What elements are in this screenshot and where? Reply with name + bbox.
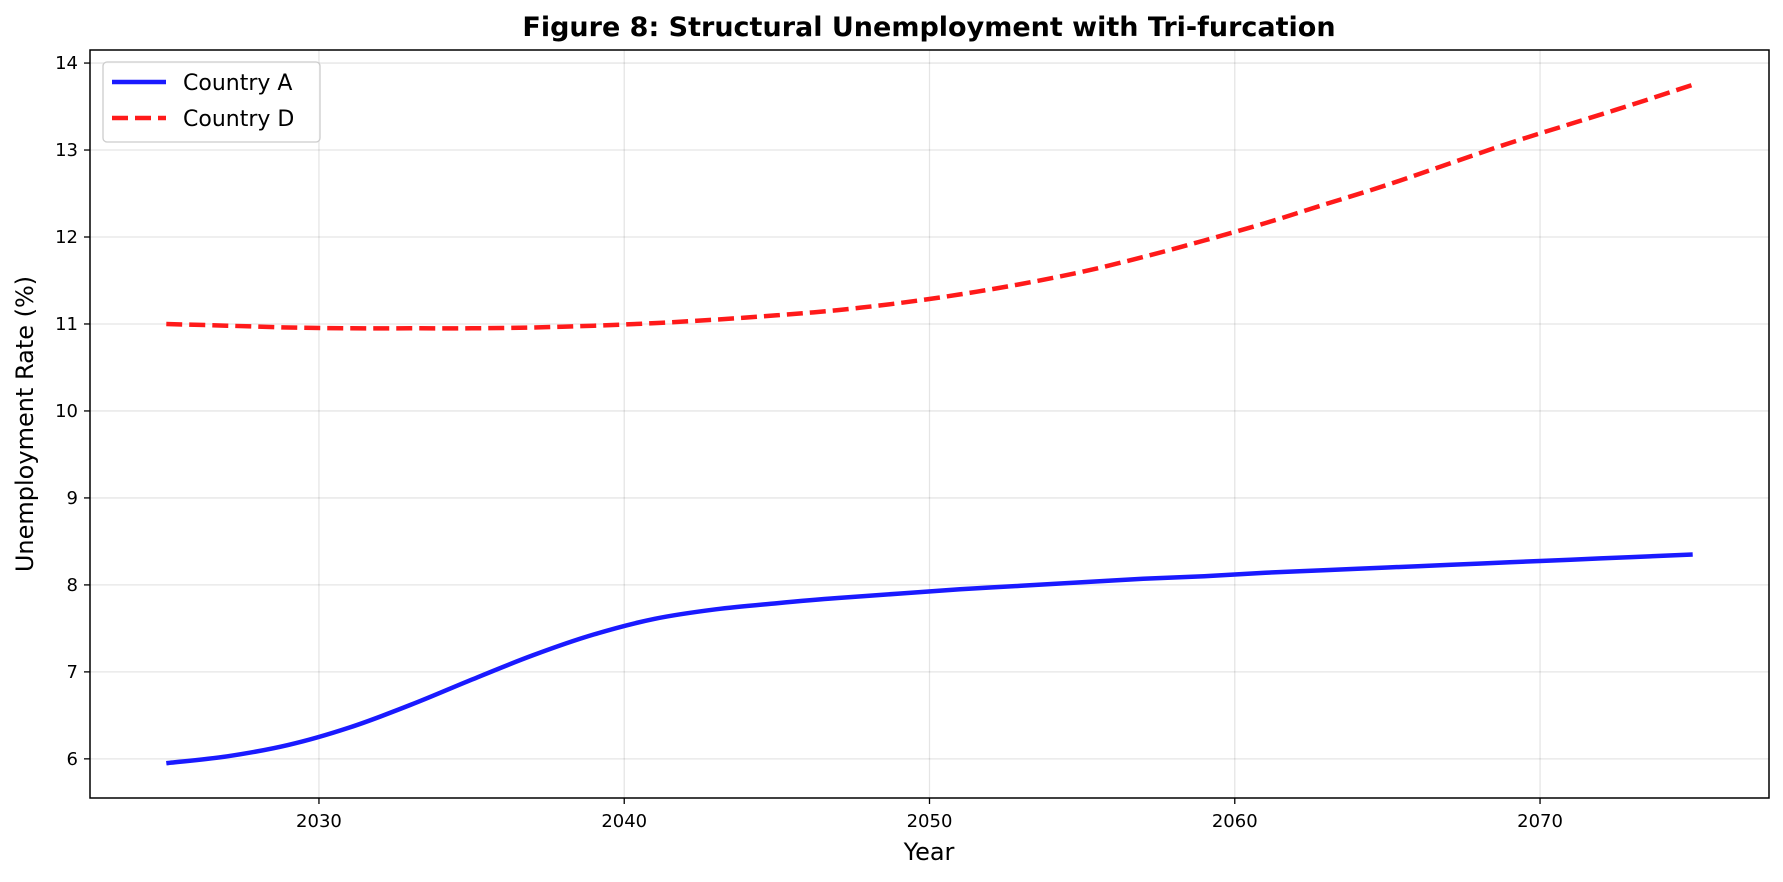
x-tick-label: 2030 xyxy=(296,811,342,832)
x-tick-label: 2070 xyxy=(1517,811,1563,832)
x-tick-label: 2060 xyxy=(1212,811,1258,832)
y-axis-label: Unemployment Rate (%) xyxy=(11,276,39,572)
series-lines xyxy=(166,82,1694,766)
y-tick-label: 7 xyxy=(67,662,78,683)
x-axis-label: Year xyxy=(903,838,955,866)
y-tick-label: 12 xyxy=(55,227,78,248)
y-tick-label: 8 xyxy=(67,575,78,596)
grid xyxy=(90,50,1769,798)
y-tick-label: 10 xyxy=(55,401,78,422)
y-tick-label: 6 xyxy=(67,749,78,770)
chart-title: Figure 8: Structural Unemployment with T… xyxy=(522,12,1335,43)
series-line-country-a xyxy=(166,552,1693,766)
y-tick-label: 14 xyxy=(55,53,78,74)
y-tick-label: 13 xyxy=(55,140,78,161)
x-tick-label: 2040 xyxy=(601,811,647,832)
x-tick-label: 2050 xyxy=(907,811,953,832)
legend: Country A Country D xyxy=(102,61,321,143)
x-axis-ticks: 2030 2040 2050 2060 2070 xyxy=(296,798,1563,832)
y-tick-label: 9 xyxy=(67,488,78,509)
y-tick-label: 11 xyxy=(55,314,78,335)
legend-label-country-d: Country D xyxy=(183,107,294,132)
legend-label-country-a: Country A xyxy=(183,71,292,96)
y-axis-ticks: 6 7 8 9 10 11 12 13 14 xyxy=(55,53,90,770)
series-line-country-d xyxy=(166,82,1694,331)
